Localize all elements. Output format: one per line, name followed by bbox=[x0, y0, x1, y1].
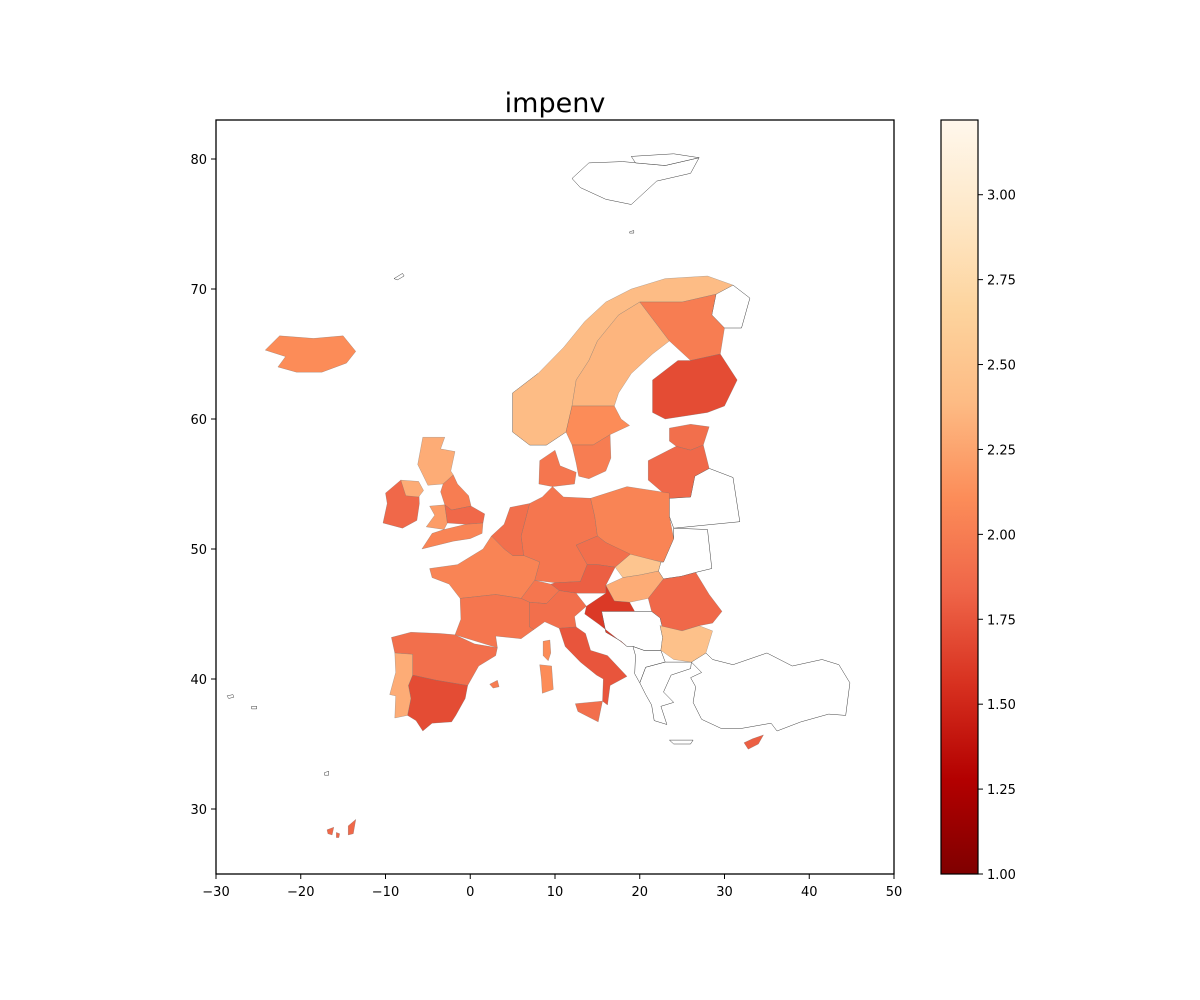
region-nodata-nordaustlandet bbox=[631, 153, 700, 166]
region-finland-north bbox=[639, 294, 725, 361]
region-finland-south bbox=[652, 353, 738, 420]
region-denmark bbox=[538, 450, 577, 487]
x-tick-label: 50 bbox=[886, 885, 903, 900]
region-nodata-greece bbox=[639, 661, 692, 725]
region-fuerteventura bbox=[348, 819, 356, 836]
map-title: impenv bbox=[505, 88, 606, 119]
y-tick-label: 50 bbox=[190, 543, 207, 558]
region-nodata-jan-mayen bbox=[393, 273, 405, 281]
y-axis: 30 40 50 60 70 80 bbox=[190, 153, 216, 818]
region-northern-ireland bbox=[400, 479, 424, 498]
colorbar-axis: 1.00 1.25 1.50 1.75 2.00 2.25 2.50 2.75 3.00 bbox=[978, 189, 1016, 883]
value-regions bbox=[265, 275, 764, 838]
y-tick-label: 80 bbox=[190, 153, 207, 168]
colorbar-tick-label: 1.00 bbox=[987, 868, 1016, 883]
region-cyprus bbox=[743, 734, 764, 750]
region-mallorca bbox=[489, 680, 500, 689]
region-nodata-azores-west bbox=[226, 694, 235, 699]
region-latvia-lithuania bbox=[648, 444, 710, 499]
region-iceland bbox=[265, 335, 356, 373]
region-nodata-azores-east bbox=[251, 706, 257, 710]
region-poland bbox=[590, 486, 674, 563]
colorbar-tick-label: 1.25 bbox=[987, 783, 1016, 798]
region-romania bbox=[648, 572, 723, 632]
region-italy-south bbox=[559, 626, 628, 706]
region-sweden-south bbox=[571, 434, 612, 479]
x-tick-label: −30 bbox=[202, 885, 229, 900]
region-scotland bbox=[417, 437, 456, 486]
x-tick-label: −20 bbox=[287, 885, 314, 900]
y-tick-label: 40 bbox=[190, 673, 207, 688]
region-nodata-serbia-bosnia bbox=[601, 611, 663, 651]
x-tick-label: 0 bbox=[466, 885, 474, 900]
colorbar-tick-label: 1.50 bbox=[987, 698, 1016, 713]
region-england-south bbox=[421, 522, 484, 550]
region-canary-islands bbox=[326, 827, 334, 836]
x-tick-label: 30 bbox=[716, 885, 733, 900]
region-slovenia-croatia bbox=[584, 585, 635, 647]
x-tick-label: 40 bbox=[801, 885, 818, 900]
region-nodata-turkey bbox=[690, 652, 851, 732]
colorbar-tick-label: 3.00 bbox=[987, 189, 1016, 204]
region-wales bbox=[426, 504, 448, 530]
y-tick-label: 70 bbox=[190, 283, 207, 298]
region-portugal bbox=[389, 652, 413, 719]
region-france-south bbox=[454, 594, 534, 648]
no-data-regions bbox=[226, 153, 851, 776]
region-nodata-madeira bbox=[324, 771, 329, 776]
colorbar-tick-label: 2.75 bbox=[987, 274, 1016, 289]
colorbar bbox=[940, 119, 979, 875]
region-france-north bbox=[429, 535, 540, 599]
region-nodata-bear-island bbox=[629, 230, 635, 234]
region-sardinia bbox=[539, 664, 554, 694]
colorbar-tick-label: 2.00 bbox=[987, 528, 1016, 543]
region-corsica bbox=[542, 639, 551, 661]
map-regions bbox=[226, 153, 851, 838]
region-gran-canaria bbox=[336, 832, 340, 838]
y-tick-label: 30 bbox=[190, 803, 207, 818]
region-italy-north bbox=[529, 590, 587, 630]
y-tick-label: 60 bbox=[190, 413, 207, 428]
x-axis: −30 −20 −10 0 10 20 30 40 50 bbox=[202, 874, 902, 900]
region-bulgaria bbox=[659, 625, 713, 663]
region-nodata-crete bbox=[669, 739, 694, 745]
x-tick-label: 20 bbox=[631, 885, 648, 900]
region-nodata-svalbard bbox=[571, 157, 700, 205]
region-sicily bbox=[575, 700, 603, 723]
colorbar-tick-label: 2.25 bbox=[987, 443, 1016, 458]
colorbar-tick-label: 1.75 bbox=[987, 613, 1016, 628]
x-tick-label: 10 bbox=[547, 885, 564, 900]
region-sweden-central bbox=[565, 405, 630, 446]
x-tick-label: −10 bbox=[372, 885, 399, 900]
colorbar-tick-label: 2.50 bbox=[987, 359, 1016, 374]
